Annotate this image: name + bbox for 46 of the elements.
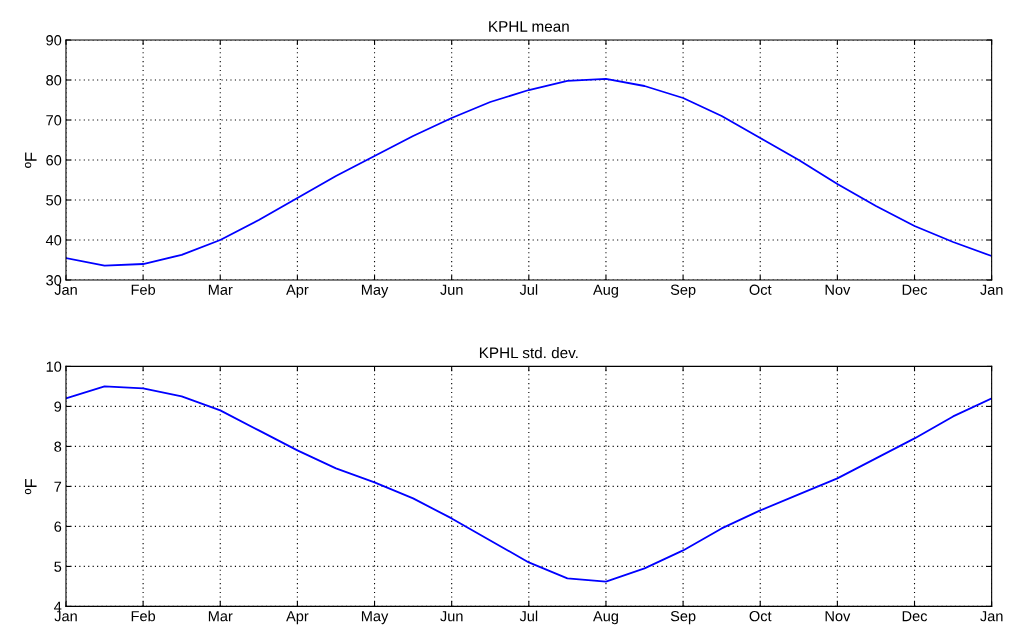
x-tick-label: Aug [593,284,618,298]
y-tick-label: 80 [46,75,62,86]
y-tick-label: 4 [54,601,62,612]
y-tick-label: 7 [54,481,62,492]
x-tick-label: Oct [749,610,772,622]
x-tick-label: Jun [440,284,463,295]
x-tick-label: May [361,284,389,298]
y-tick-label: 10 [46,361,62,372]
line-series [65,385,992,583]
y-tick-label: 30 [46,275,62,286]
x-tick-label: Dec [902,284,928,295]
y-axis-title: ºF [24,478,37,495]
y-axis-title: ºF [24,152,37,168]
x-tick-label: Nov [825,284,851,295]
chart-title: KPHL mean [489,21,569,32]
x-tick-label: Feb [131,610,156,622]
x-tick-label: Nov [825,611,851,622]
y-tick-label: 9 [54,401,62,412]
x-tick-label: Jul [519,610,538,622]
x-tick-label: Jan [54,611,77,622]
x-tick-label: Apr [286,611,309,625]
x-tick-label: Jan [54,284,77,295]
x-tick-label: Dec [902,611,928,622]
x-tick-label: May [361,611,389,625]
x-tick-label: Mar [208,284,233,295]
chart-title: KPHL std. dev. [479,347,578,359]
x-tick-label: Jul [519,284,538,295]
x-tick-label: Jun [440,611,463,622]
x-tick-label: Apr [286,284,309,298]
x-tick-label: Aug [593,611,618,625]
x-tick-label: Mar [208,611,233,622]
y-tick-label: 5 [54,561,62,572]
y-tick-label: 50 [46,195,62,206]
x-tick-label: Sep [670,610,696,625]
y-tick-label: 90 [46,35,62,46]
x-tick-label: Oct [749,284,772,295]
x-tick-label: Sep [670,284,696,298]
x-tick-label: Feb [131,284,156,295]
y-tick-label: 40 [45,235,62,246]
line-series [65,77,992,267]
y-tick-label: 6 [54,521,62,532]
x-tick-label: Jan [980,611,1003,622]
y-tick-label: 8 [54,441,62,452]
y-tick-label: 70 [46,115,62,126]
x-tick-label: Jan [980,284,1003,295]
y-tick-label: 60 [46,155,62,166]
